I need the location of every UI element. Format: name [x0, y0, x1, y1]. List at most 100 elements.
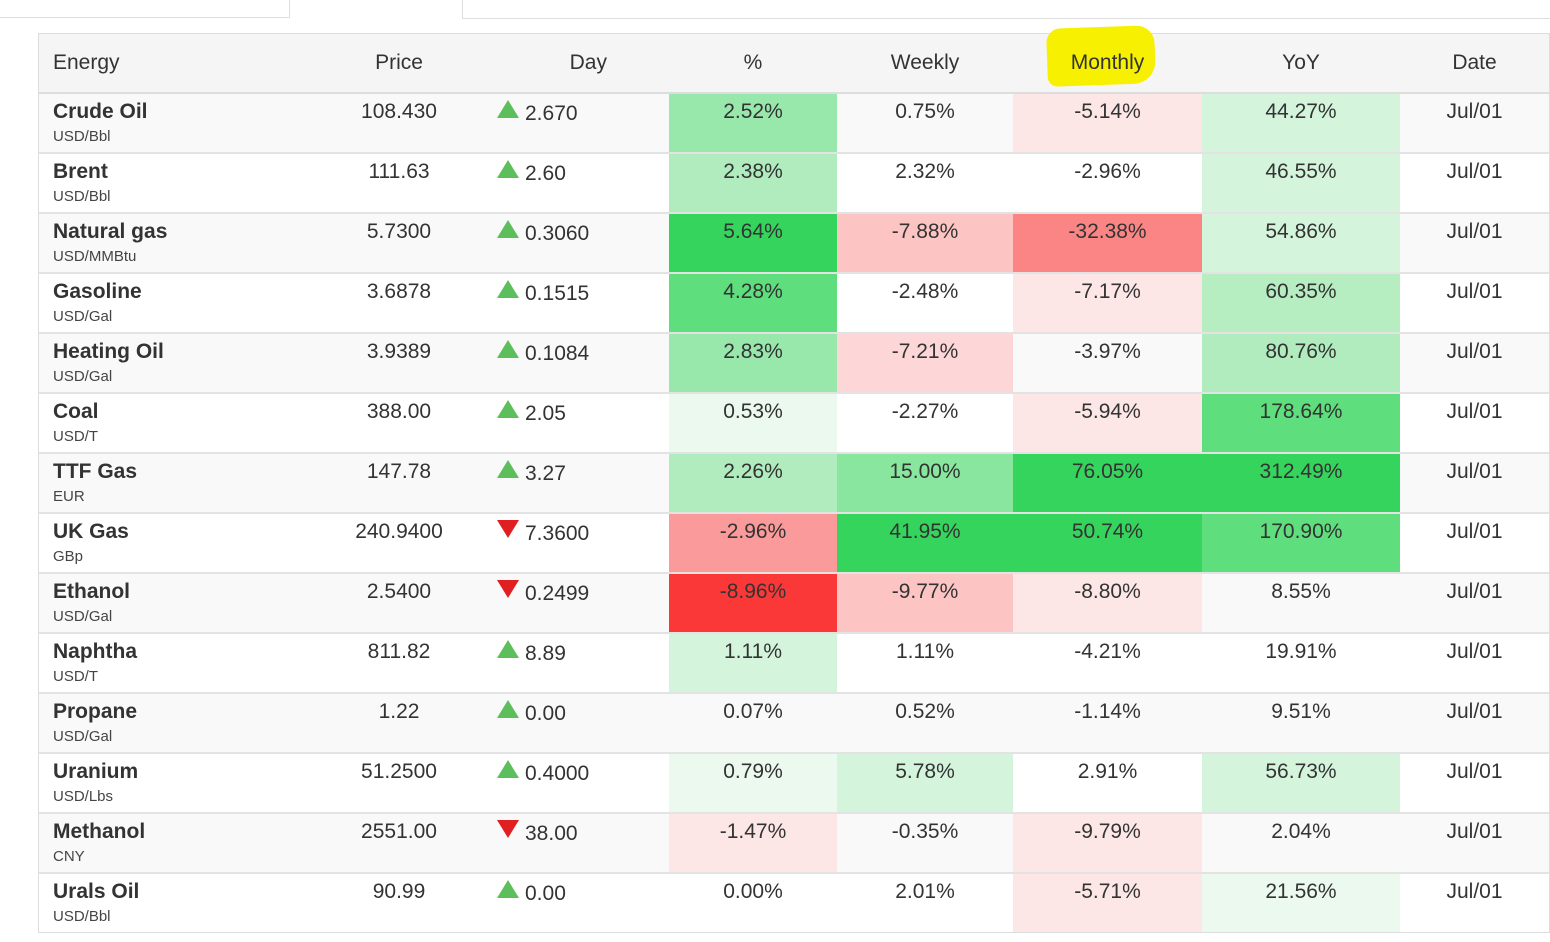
commodity-cell[interactable]: Urals Oil USD/Bbl [39, 873, 309, 932]
table-row[interactable]: Ethanol USD/Gal 2.5400 0.2499 -8.96% -9.77% -8… [39, 573, 1549, 634]
date-cell: Jul/01 [1400, 273, 1549, 334]
monthly-value: 50.74% [1071, 520, 1144, 543]
date-cell: Jul/01 [1400, 813, 1549, 874]
price-value: 111.63 [368, 160, 430, 183]
header-yoy[interactable]: YoY [1202, 34, 1400, 94]
commodity-cell[interactable]: Gasoline USD/Gal [39, 273, 309, 334]
tab-inactive-right[interactable] [462, 0, 1550, 19]
table-row[interactable]: Methanol CNY 2551.00 38.00 -1.47% -0.35% -9.79… [39, 813, 1549, 874]
commodity-name-link[interactable]: Methanol [53, 820, 146, 843]
day-change-cell: 2.670 [489, 93, 669, 154]
commodity-name-link[interactable]: TTF Gas [53, 460, 138, 483]
commodity-cell[interactable]: Ethanol USD/Gal [39, 573, 309, 634]
commodity-name-link[interactable]: Uranium [53, 760, 139, 783]
header-day[interactable]: Day [489, 34, 669, 94]
table-row[interactable]: Brent USD/Bbl 111.63 2.60 2.38% 2.32% -2.96% 46… [39, 153, 1549, 214]
date-value: Jul/01 [1446, 160, 1503, 183]
date-cell: Jul/01 [1400, 753, 1549, 814]
commodity-name-link[interactable]: Urals Oil [53, 880, 140, 903]
price-cell: 240.9400 [309, 513, 489, 574]
table-row[interactable]: Gasoline USD/Gal 3.6878 0.1515 4.28% -2.48% -7… [39, 273, 1549, 334]
commodity-cell[interactable]: Natural gas USD/MMBtu [39, 213, 309, 274]
triangle-down-icon [497, 520, 519, 538]
triangle-up-icon [497, 160, 519, 178]
commodity-name-link[interactable]: Propane [53, 700, 138, 723]
commodity-name-link[interactable]: Natural gas [53, 220, 168, 243]
pct-cell: 4.28% [669, 273, 837, 334]
table-row[interactable]: UK Gas GBp 240.9400 7.3600 -2.96% 41.95% 50.74… [39, 513, 1549, 574]
day-change-cell: 0.4000 [489, 753, 669, 814]
commodity-cell[interactable]: Brent USD/Bbl [39, 153, 309, 214]
monthly-value: 2.91% [1077, 760, 1138, 783]
commodity-cell[interactable]: Methanol CNY [39, 813, 309, 874]
price-value: 388.00 [366, 400, 432, 423]
day-change: 2.670 [489, 94, 578, 126]
header-monthly[interactable]: Monthly [1013, 34, 1202, 94]
weekly-value: -2.48% [891, 280, 959, 303]
yoy-cell: 178.64% [1202, 393, 1400, 454]
weekly-value: 15.00% [889, 460, 961, 483]
commodity-name-link[interactable]: Crude Oil [53, 100, 148, 123]
header-price[interactable]: Price [309, 34, 489, 94]
date-cell: Jul/01 [1400, 213, 1549, 274]
day-change: 7.3600 [489, 514, 589, 546]
yoy-value: 170.90% [1259, 520, 1343, 543]
price-cell: 147.78 [309, 453, 489, 514]
header-date[interactable]: Date [1400, 34, 1549, 94]
table-row[interactable]: Urals Oil USD/Bbl 90.99 0.00 0.00% 2.01% -5.71… [39, 873, 1549, 932]
day-change: 0.00 [489, 694, 566, 726]
commodity-cell[interactable]: TTF Gas EUR [39, 453, 309, 514]
date-cell: Jul/01 [1400, 573, 1549, 634]
commodity-cell[interactable]: Uranium USD/Lbs [39, 753, 309, 814]
pct-cell: 0.00% [669, 873, 837, 932]
weekly-cell: -9.77% [837, 573, 1013, 634]
commodity-name-link[interactable]: UK Gas [53, 520, 129, 543]
day-change-cell: 0.00 [489, 873, 669, 932]
commodity-unit: USD/Gal [53, 728, 113, 745]
table-row[interactable]: Propane USD/Gal 1.22 0.00 0.07% 0.52% -1.14% 9.… [39, 693, 1549, 754]
header-weekly[interactable]: Weekly [837, 34, 1013, 94]
yoy-value: 60.35% [1265, 280, 1337, 303]
table-row[interactable]: Heating Oil USD/Gal 3.9389 0.1084 2.83% -7.21… [39, 333, 1549, 394]
yoy-value: 9.51% [1271, 700, 1331, 723]
table-row[interactable]: Natural gas USD/MMBtu 5.7300 0.3060 5.64% -7.… [39, 213, 1549, 274]
weekly-value: 2.01% [895, 880, 955, 903]
commodity-name-link[interactable]: Naphtha [53, 640, 137, 663]
pct-value: 2.38% [723, 160, 783, 183]
table-row[interactable]: TTF Gas EUR 147.78 3.27 2.26% 15.00% 76.05% 312… [39, 453, 1549, 514]
tab-inactive-left[interactable] [0, 0, 290, 18]
header-energy[interactable]: Energy [39, 34, 309, 94]
weekly-cell: 0.75% [837, 93, 1013, 154]
weekly-value: 2.32% [895, 160, 955, 183]
triangle-up-icon [497, 280, 519, 298]
commodity-cell[interactable]: Crude Oil USD/Bbl [39, 93, 309, 154]
commodity-name-link[interactable]: Brent [53, 160, 108, 183]
table-row[interactable]: Naphtha USD/T 811.82 8.89 1.11% 1.11% -4.21% 19… [39, 633, 1549, 694]
commodity-name-link[interactable]: Coal [53, 400, 99, 423]
commodity-unit: USD/Bbl [53, 128, 111, 145]
table-row[interactable]: Crude Oil USD/Bbl 108.430 2.670 2.52% 0.75% -5… [39, 93, 1549, 154]
commodity-cell[interactable]: Propane USD/Gal [39, 693, 309, 754]
commodity-cell[interactable]: UK Gas GBp [39, 513, 309, 574]
pct-value: -2.96% [719, 520, 787, 543]
commodity-cell[interactable]: Coal USD/T [39, 393, 309, 454]
commodity-cell[interactable]: Naphtha USD/T [39, 633, 309, 694]
commodity-name-link[interactable]: Ethanol [53, 580, 130, 603]
price-cell: 811.82 [309, 633, 489, 694]
table-row[interactable]: Coal USD/T 388.00 2.05 0.53% -2.27% -5.94% 178.… [39, 393, 1549, 454]
triangle-down-icon [497, 820, 519, 838]
date-value: Jul/01 [1446, 280, 1503, 303]
tab-active[interactable] [290, 0, 462, 19]
commodity-name-link[interactable]: Heating Oil [53, 340, 164, 363]
pct-value: 2.26% [723, 460, 783, 483]
monthly-value: -9.79% [1074, 820, 1141, 843]
monthly-cell: -5.94% [1013, 393, 1202, 454]
header-pct[interactable]: % [669, 34, 837, 94]
price-value: 147.78 [366, 460, 432, 483]
table-row[interactable]: Uranium USD/Lbs 51.2500 0.4000 0.79% 5.78% 2.9… [39, 753, 1549, 814]
commodity-cell[interactable]: Heating Oil USD/Gal [39, 333, 309, 394]
commodity-name-link[interactable]: Gasoline [53, 280, 142, 303]
commodity-unit: USD/Bbl [53, 908, 111, 925]
date-value: Jul/01 [1446, 820, 1503, 843]
date-cell: Jul/01 [1400, 453, 1549, 514]
